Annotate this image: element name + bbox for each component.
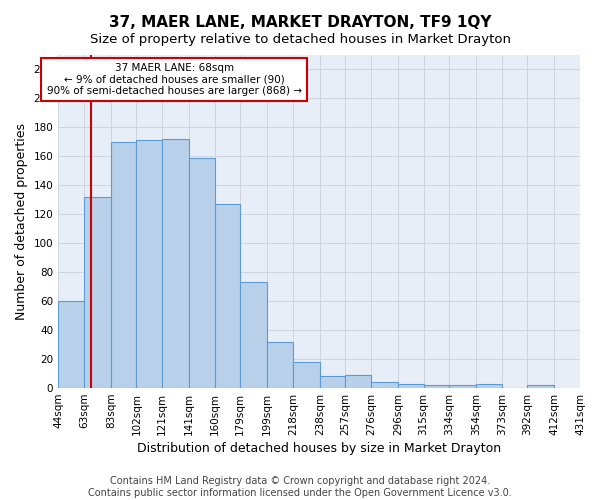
Bar [162, 139, 189, 388]
Bar [240, 282, 267, 388]
Bar [346, 375, 371, 388]
X-axis label: Distribution of detached houses by size in Market Drayton: Distribution of detached houses by size … [137, 442, 501, 455]
Text: Contains HM Land Registry data © Crown copyright and database right 2024.
Contai: Contains HM Land Registry data © Crown c… [88, 476, 512, 498]
Text: 37 MAER LANE: 68sqm
← 9% of detached houses are smaller (90)
90% of semi-detache: 37 MAER LANE: 68sqm ← 9% of detached hou… [47, 63, 302, 96]
Bar [527, 385, 554, 388]
Text: 37, MAER LANE, MARKET DRAYTON, TF9 1QY: 37, MAER LANE, MARKET DRAYTON, TF9 1QY [109, 15, 491, 30]
Bar [371, 382, 398, 388]
Bar [215, 204, 240, 388]
Bar [58, 301, 84, 388]
Bar [449, 385, 476, 388]
Bar [111, 142, 136, 388]
Bar [476, 384, 502, 388]
Bar [84, 197, 111, 388]
Bar [136, 140, 162, 388]
Bar [267, 342, 293, 388]
Bar [424, 385, 449, 388]
Bar [293, 362, 320, 388]
Y-axis label: Number of detached properties: Number of detached properties [15, 123, 28, 320]
Text: Size of property relative to detached houses in Market Drayton: Size of property relative to detached ho… [89, 32, 511, 46]
Bar [398, 384, 424, 388]
Bar [320, 376, 346, 388]
Bar [189, 158, 215, 388]
